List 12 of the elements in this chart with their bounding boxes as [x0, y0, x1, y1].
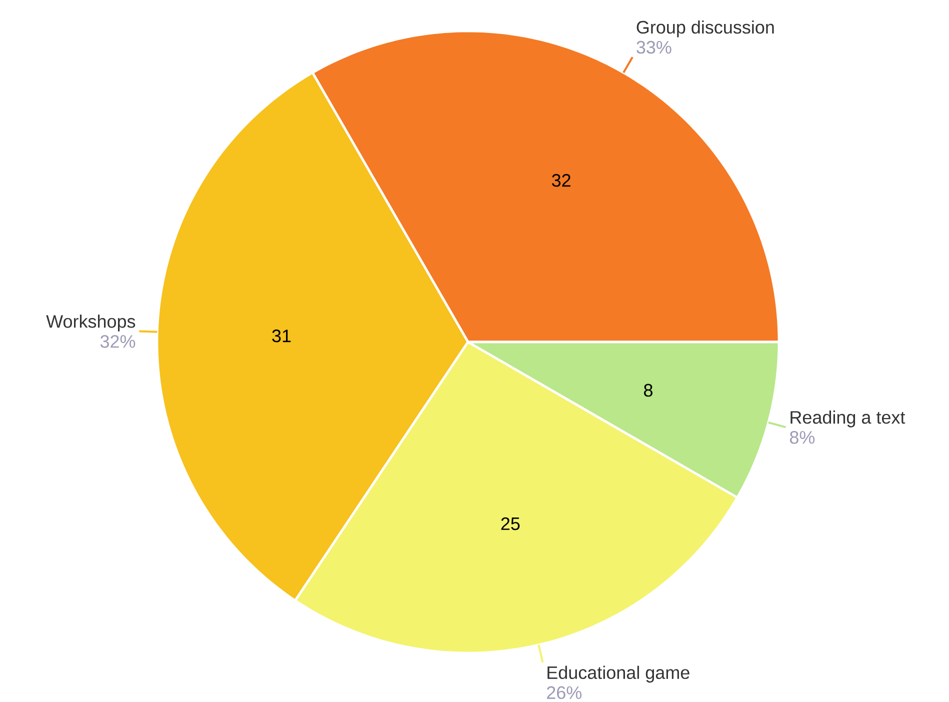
text: 32%: [100, 335, 136, 348]
data-label: 8: [644, 384, 652, 397]
slice-label: Educational game: [548, 666, 690, 683]
text: 26%: [547, 686, 582, 700]
slice-label: Workshops: [46, 314, 136, 332]
text: 33%: [636, 40, 672, 54]
slice-label: Group discussion: [636, 20, 774, 38]
text: 8%: [790, 431, 815, 444]
data-label: 32: [552, 174, 570, 187]
data-label: 31: [272, 330, 291, 342]
slice-label: Reading a text: [790, 410, 906, 428]
data-label: 25: [501, 517, 520, 530]
